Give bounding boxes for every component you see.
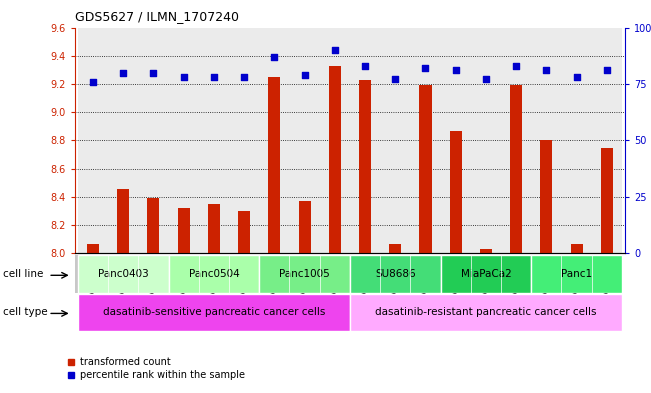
Point: [209, 74, 219, 81]
Text: SU8686: SU8686: [375, 269, 415, 279]
Legend: transformed count, percentile rank within the sample: transformed count, percentile rank withi…: [63, 354, 249, 384]
Bar: [540, 140, 553, 253]
Bar: [510, 85, 522, 253]
Bar: [350, 294, 622, 331]
Bar: [359, 80, 371, 253]
Point: [541, 67, 551, 73]
Bar: [531, 28, 561, 253]
Bar: [147, 198, 159, 253]
Text: cell type: cell type: [3, 307, 48, 318]
Point: [480, 76, 491, 83]
Bar: [268, 77, 281, 253]
Bar: [471, 28, 501, 253]
Bar: [531, 255, 622, 293]
Point: [118, 70, 128, 76]
Bar: [199, 28, 229, 253]
Bar: [320, 28, 350, 253]
Bar: [441, 28, 471, 253]
Bar: [290, 28, 320, 253]
Bar: [87, 244, 99, 253]
Point: [148, 70, 159, 76]
Bar: [350, 255, 441, 293]
Bar: [570, 244, 583, 253]
Point: [450, 67, 461, 73]
Bar: [178, 208, 189, 253]
Bar: [208, 204, 220, 253]
Bar: [117, 189, 130, 253]
Point: [269, 54, 279, 60]
Bar: [229, 28, 259, 253]
Bar: [389, 244, 401, 253]
Point: [299, 72, 310, 78]
Point: [360, 63, 370, 69]
Point: [511, 63, 521, 69]
Point: [602, 67, 612, 73]
Text: MiaPaCa2: MiaPaCa2: [460, 269, 511, 279]
Bar: [138, 28, 169, 253]
Text: cell line: cell line: [3, 269, 44, 279]
Bar: [601, 147, 613, 253]
Bar: [592, 28, 622, 253]
Text: Panc0504: Panc0504: [189, 269, 240, 279]
Bar: [501, 28, 531, 253]
Text: GDS5627 / ILMN_1707240: GDS5627 / ILMN_1707240: [75, 10, 239, 23]
Bar: [450, 130, 462, 253]
Bar: [108, 28, 138, 253]
Bar: [259, 255, 350, 293]
Bar: [441, 255, 531, 293]
Bar: [78, 28, 108, 253]
Text: dasatinib-sensitive pancreatic cancer cells: dasatinib-sensitive pancreatic cancer ce…: [103, 307, 325, 317]
Bar: [299, 201, 311, 253]
Bar: [380, 28, 410, 253]
Bar: [169, 255, 259, 293]
Text: Panc1005: Panc1005: [279, 269, 330, 279]
Bar: [78, 255, 169, 293]
Text: dasatinib-resistant pancreatic cancer cells: dasatinib-resistant pancreatic cancer ce…: [375, 307, 597, 317]
Point: [329, 47, 340, 53]
Bar: [419, 85, 432, 253]
Bar: [350, 28, 380, 253]
Point: [239, 74, 249, 81]
Point: [178, 74, 189, 81]
Bar: [78, 294, 350, 331]
Bar: [329, 66, 341, 253]
Text: Panc0403: Panc0403: [98, 269, 148, 279]
Bar: [561, 28, 592, 253]
Bar: [410, 28, 441, 253]
Bar: [238, 211, 250, 253]
Point: [421, 65, 431, 72]
Bar: [259, 28, 290, 253]
Point: [572, 74, 582, 81]
Point: [390, 76, 400, 83]
Point: [88, 79, 98, 85]
Bar: [480, 249, 492, 253]
Bar: [169, 28, 199, 253]
Text: Panc1: Panc1: [561, 269, 592, 279]
